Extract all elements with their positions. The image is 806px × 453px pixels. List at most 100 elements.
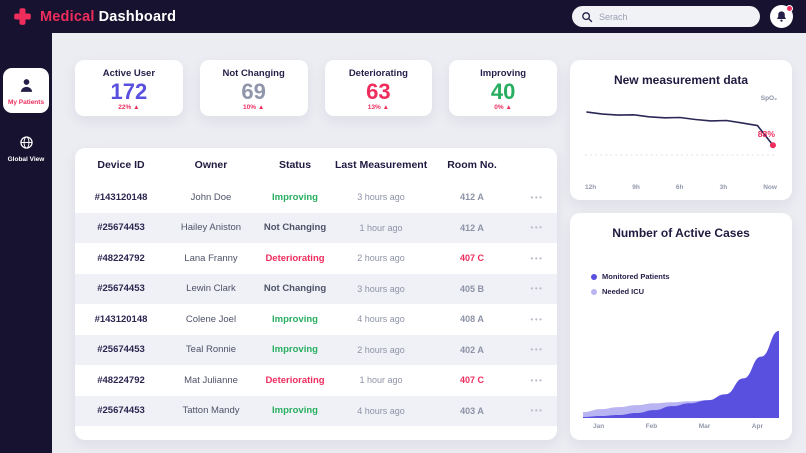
x-axis-label: 9h (632, 184, 640, 191)
owner-cell: Mat Julianne (184, 374, 238, 386)
owner-cell: Tatton Mandy (182, 405, 240, 417)
svg-text:88%: 88% (758, 129, 776, 139)
row-menu-icon[interactable]: ••• (530, 406, 544, 416)
stat-change: 0% ▲ (494, 104, 512, 112)
active-cases-chart-area: Monitored Patients Needed ICU (583, 244, 779, 418)
col-header-last-measurement: Last Measurement (335, 159, 428, 171)
patients-icon (20, 79, 32, 92)
x-axis-label: Jan (593, 423, 605, 430)
right-column: New measurement data SpO₂ 88% 12h 9h 6h 3h N… (570, 60, 792, 440)
room-cell: 412 A (460, 222, 484, 233)
table-row[interactable]: #25674453 Tatton Mandy Improving 4 hours ag… (75, 395, 557, 426)
table-row[interactable]: #143120148 John Doe Improving 3 hours ago 41… (75, 182, 557, 213)
col-header-owner: Owner (194, 159, 228, 171)
device-cell: #143120148 (94, 313, 148, 325)
table-row[interactable]: #25674453 Hailey Aniston Not Changing 1 hou… (75, 212, 557, 243)
room-cell: 407 C (459, 375, 485, 386)
room-cell: 412 A (460, 192, 484, 203)
stat-value: 69 (241, 79, 266, 104)
status-cell: Not Changing (263, 283, 327, 295)
legend-dot-monitored (591, 273, 597, 280)
room-cell: 402 A (460, 344, 484, 355)
x-axis-label: Now (763, 184, 777, 191)
last-cell: 2 hours ago (357, 344, 405, 355)
bell-icon (777, 11, 786, 22)
stat-card-not-changing: Not Changing 69 10% ▲ (199, 60, 308, 116)
room-cell: 403 A (460, 405, 484, 416)
main-content: Active User 172 22% ▲ Not Changing 69 10… (52, 33, 806, 453)
app-title-primary: Medical (40, 8, 95, 25)
status-cell: Improving (272, 313, 318, 325)
globe-icon (19, 136, 33, 149)
active-cases-card: Number of Active Cases Monitored Patient… (570, 213, 792, 440)
notification-button[interactable] (770, 5, 793, 28)
last-cell: 1 hour ago (359, 222, 403, 233)
table-row[interactable]: #143120148 Colene Joel Improving 4 hours ag… (75, 304, 557, 335)
table-body: #143120148 John Doe Improving 3 hours ago 41… (75, 182, 557, 426)
stat-value: 172 (110, 79, 148, 104)
app-title-secondary: Dashboard (98, 8, 177, 25)
last-cell: 4 hours ago (357, 314, 405, 325)
last-cell: 3 hours ago (357, 283, 405, 294)
row-menu-icon[interactable]: ••• (530, 375, 544, 385)
x-axis-label: 12h (585, 184, 597, 191)
row-menu-icon[interactable]: ••• (530, 314, 544, 324)
x-axis-label: Apr (751, 423, 763, 430)
row-menu-icon[interactable]: ••• (530, 223, 544, 233)
stat-value: 63 (366, 79, 391, 104)
sidebar-item-label: Global View (7, 156, 45, 163)
stat-title: Deteriorating (348, 68, 408, 79)
stat-card-active-user: Active User 172 22% ▲ (75, 60, 183, 116)
active-cases-card-title: Number of Active Cases (612, 226, 750, 240)
owner-cell: Colene Joel (185, 313, 237, 325)
sidebar: My Patients Global View (0, 0, 52, 453)
status-cell: Not Changing (263, 222, 327, 234)
last-cell: 4 hours ago (357, 405, 405, 416)
table-row[interactable]: #48224792 Lana Franny Deteriorating 2 hours… (75, 243, 557, 274)
active-cases-area-chart (583, 330, 779, 418)
col-header-device-id: Device ID (97, 159, 145, 171)
stat-title: Active User (102, 68, 156, 79)
measurement-card: New measurement data SpO₂ 88% 12h 9h 6h 3h N… (570, 60, 792, 200)
legend-label: Needed ICU (602, 287, 645, 296)
row-menu-icon[interactable]: ••• (530, 284, 544, 294)
last-cell: 1 hour ago (359, 375, 403, 386)
status-cell: Improving (272, 344, 318, 356)
x-axis-label: Feb (645, 423, 658, 430)
stat-title: Improving (480, 68, 527, 79)
stat-value: 40 (490, 79, 516, 104)
medical-cross-logo-icon (14, 8, 31, 25)
sidebar-item-global-view[interactable]: Global View (3, 125, 49, 170)
legend-item-icu: Needed ICU (591, 287, 670, 296)
notification-dot (786, 5, 793, 12)
device-cell: #143120148 (94, 191, 148, 203)
table-row[interactable]: #48224792 Mat Julianne Deteriorating 1 hour… (75, 365, 557, 396)
search-input[interactable] (599, 11, 751, 22)
status-cell: Deteriorating (265, 374, 325, 386)
status-cell: Improving (272, 191, 318, 203)
brand: Medical Dashboard (13, 7, 176, 26)
row-menu-icon[interactable]: ••• (530, 345, 544, 355)
device-cell: #25674453 (97, 344, 145, 356)
device-cell: #25674453 (97, 283, 145, 295)
cases-x-axis: Jan Feb Mar Apr (583, 423, 779, 430)
stat-title: Not Changing (222, 68, 285, 79)
row-menu-icon[interactable]: ••• (530, 253, 544, 263)
spo2-unit-label: SpO₂ (760, 95, 777, 102)
stat-change: 10% ▲ (243, 104, 265, 112)
legend-item-monitored: Monitored Patients (591, 272, 670, 281)
stat-card-improving: Improving 40 0% ▲ (449, 60, 557, 116)
table-row[interactable]: #25674453 Lewin Clark Not Changing 3 hours … (75, 273, 557, 304)
table-row[interactable]: #25674453 Teal Ronnie Improving 2 hours ago… (75, 334, 557, 365)
sidebar-item-my-patients[interactable]: My Patients (3, 68, 49, 113)
device-cell: #48224792 (97, 252, 145, 264)
x-axis-label: 3h (719, 184, 728, 191)
col-header-room-no: Room No. (447, 159, 497, 171)
row-menu-icon[interactable]: ••• (530, 192, 544, 202)
chart-legend: Monitored Patients Needed ICU (591, 272, 670, 296)
app-title: Medical Dashboard (40, 9, 176, 25)
search-box[interactable] (572, 6, 760, 27)
status-cell: Deteriorating (265, 252, 325, 264)
left-column: Active User 172 22% ▲ Not Changing 69 10… (75, 60, 557, 440)
device-cell: #48224792 (97, 374, 145, 386)
